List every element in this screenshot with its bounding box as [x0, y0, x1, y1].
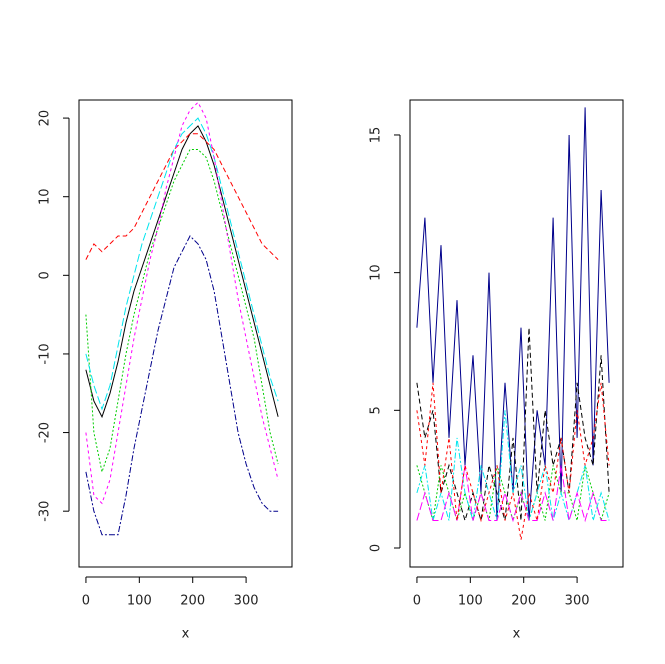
y-tick-label: 10 — [38, 188, 53, 205]
y-tick-label: 10 — [369, 264, 384, 281]
x-tick-label: 300 — [234, 594, 259, 609]
x-axis-label: x — [513, 627, 521, 642]
series-line — [416, 465, 610, 523]
x-tick-label: 100 — [127, 594, 152, 609]
series-line — [85, 117, 279, 411]
series-line — [416, 327, 610, 523]
x-tick-label: 200 — [511, 594, 536, 609]
y-tick-label: -30 — [38, 501, 53, 522]
y-tick-label: 0 — [369, 544, 384, 552]
plot-box — [409, 99, 624, 568]
y-tick-label: 15 — [369, 127, 384, 144]
y-tick-label: 5 — [369, 406, 384, 414]
series-line — [85, 133, 279, 260]
plot-box — [78, 99, 293, 568]
x-tick-label: 0 — [413, 594, 421, 609]
series-line — [85, 125, 279, 419]
y-tick-label: -20 — [38, 422, 53, 443]
series-line — [85, 149, 279, 474]
x-axis-label: x — [182, 627, 190, 642]
x-tick-label: 100 — [458, 594, 483, 609]
x-tick-label: 0 — [82, 594, 90, 609]
y-tick-label: -10 — [38, 343, 53, 364]
y-tick-label: 20 — [38, 110, 53, 127]
series-line — [416, 382, 610, 540]
x-tick-label: 300 — [565, 594, 590, 609]
series-line — [85, 235, 279, 536]
x-tick-label: 200 — [180, 594, 205, 609]
y-tick-label: 0 — [38, 271, 53, 279]
